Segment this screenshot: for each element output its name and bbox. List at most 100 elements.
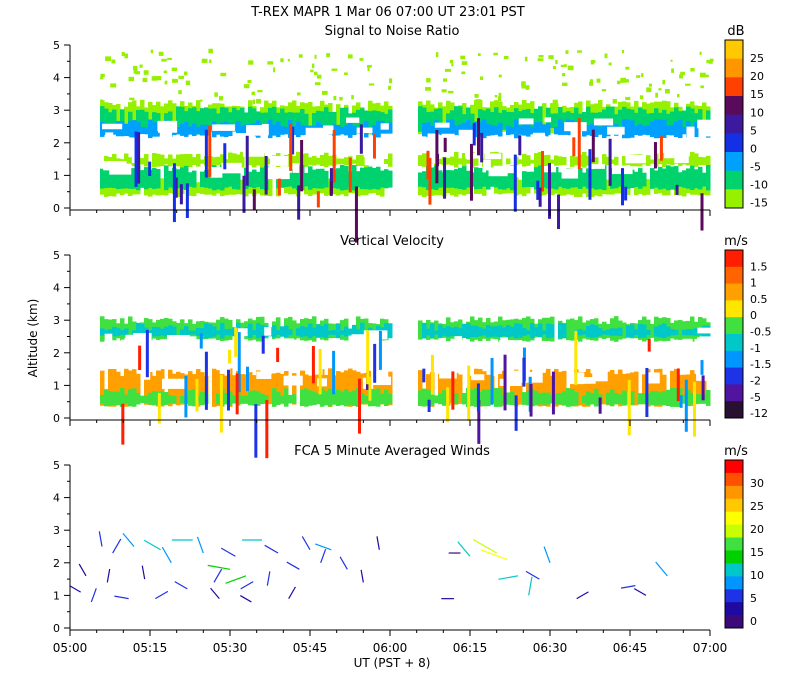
heatmap-cell (260, 325, 265, 338)
heatmap-gap (661, 346, 684, 351)
heatmap-cell (670, 388, 675, 407)
heatmap-cell (426, 374, 431, 405)
heatmap-cell (332, 392, 337, 405)
heatmap-cell (486, 124, 491, 136)
heatmap-cell (598, 167, 603, 190)
heatmap-cell (418, 155, 423, 166)
heatmap-cell (686, 389, 691, 407)
wind-vector (543, 546, 551, 564)
noise-speckle (164, 80, 168, 85)
noise-speckle (100, 77, 104, 80)
heatmap-cell (228, 112, 233, 129)
heatmap-cell (336, 168, 341, 189)
colorbar-swatch (725, 317, 743, 335)
heatmap-cell (578, 316, 583, 342)
noise-speckle (314, 82, 321, 86)
x-tick-label: 07:00 (693, 641, 728, 655)
colorbar-swatch (725, 350, 743, 369)
colorbar-swatch (725, 485, 743, 500)
noise-speckle (524, 56, 528, 62)
heatmap-gap (314, 367, 323, 375)
heatmap-cell (288, 179, 293, 195)
noise-speckle (426, 78, 431, 83)
heatmap-streak (435, 130, 439, 184)
heatmap-cell (634, 371, 639, 406)
heatmap-cell (248, 156, 253, 166)
heatmap-gap (175, 336, 197, 341)
heatmap-gap (590, 344, 609, 350)
heatmap-cell (662, 119, 667, 138)
heatmap-cell (336, 104, 341, 133)
heatmap-gap (505, 370, 529, 383)
heatmap-cell (466, 119, 471, 138)
heatmap-cell (698, 375, 703, 404)
heatmap-cell (364, 318, 369, 341)
heatmap-cell (466, 170, 471, 188)
x-tick-label: 06:15 (453, 641, 488, 655)
heatmap-cell (280, 326, 285, 337)
heatmap-cell (128, 168, 133, 189)
heatmap-cell (670, 157, 675, 165)
heatmap-cell (240, 125, 245, 135)
heatmap-cell (280, 108, 285, 131)
heatmap-streak (300, 139, 304, 192)
heatmap-cell (558, 107, 563, 132)
heatmap-cell (474, 368, 479, 407)
noise-speckle (567, 65, 574, 71)
heatmap-cell (228, 368, 233, 407)
heatmap-cell (510, 112, 515, 129)
heatmap-cell (252, 375, 257, 404)
heatmap-streak (184, 375, 188, 418)
heatmap-cell (160, 178, 165, 196)
heatmap-cell (618, 327, 623, 337)
heatmap-cell (132, 369, 137, 407)
heatmap-cell (622, 390, 627, 406)
x-tick-label: 06:45 (613, 641, 648, 655)
heatmap-streak (476, 383, 480, 412)
heatmap-cell (328, 111, 333, 129)
y-tick-label: 3 (53, 104, 60, 117)
heatmap-cell (324, 391, 329, 406)
heatmap-cell (522, 171, 527, 188)
colorbar-swatch (725, 602, 743, 616)
heatmap-cell (538, 165, 543, 191)
heatmap-gap (454, 336, 463, 343)
heatmap-cell (586, 125, 591, 136)
heatmap-cell (642, 172, 647, 187)
heatmap-gap (439, 349, 451, 359)
y-axis-label: Altitude (km) (26, 299, 40, 378)
heatmap-cell (678, 319, 683, 340)
heatmap-gap (532, 364, 546, 373)
heatmap-cell (124, 368, 129, 407)
heatmap-streak (185, 183, 189, 218)
heatmap-cell (534, 108, 539, 131)
heatmap-gap (482, 159, 491, 171)
heatmap-cell (642, 126, 647, 135)
heatmap-cell (320, 111, 325, 130)
noise-speckle (257, 89, 263, 93)
wind-vector (498, 575, 519, 580)
heatmap-cell (618, 172, 623, 187)
heatmap-cell (634, 171, 639, 187)
heatmap-cell (690, 108, 695, 131)
heatmap-cell (312, 374, 317, 404)
heatmap-cell (494, 170, 499, 188)
heatmap-cell (586, 168, 591, 189)
heatmap-cell (172, 326, 177, 337)
heatmap-cell (590, 168, 595, 189)
heatmap-cell (426, 122, 431, 137)
heatmap-cell (622, 322, 627, 339)
heatmap-cell (264, 374, 269, 404)
heatmap-cell (474, 325, 479, 337)
heatmap-cell (200, 159, 205, 164)
heatmap-cell (474, 167, 479, 190)
heatmap-cell (494, 107, 499, 132)
heatmap-cell (514, 323, 519, 339)
heatmap-cell (276, 121, 281, 138)
heatmap-gap (246, 124, 267, 136)
heatmap-cell (264, 112, 269, 129)
heatmap-gap (484, 153, 502, 160)
heatmap-streak (467, 365, 471, 421)
heatmap-cell (176, 154, 181, 167)
